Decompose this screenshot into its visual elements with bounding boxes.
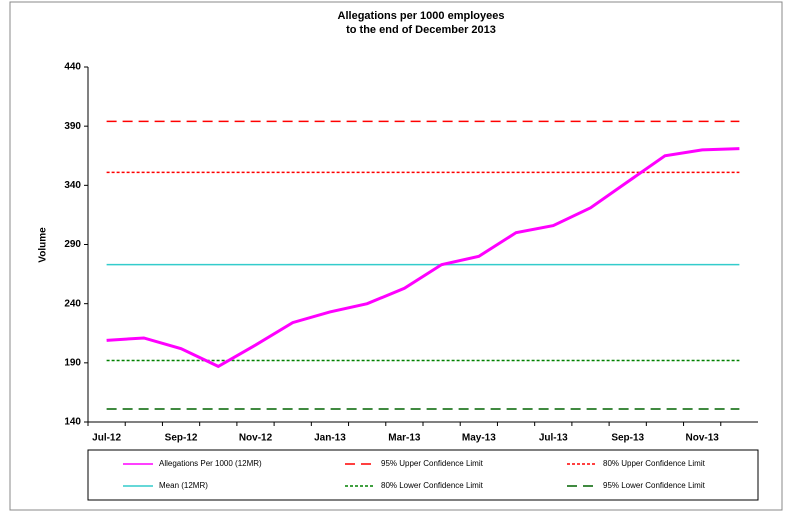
x-tick-label: Jan-13 [314, 433, 346, 444]
y-tick-label: 390 [64, 121, 81, 132]
chart-frame [9, 1, 783, 511]
legend-label: Mean (12MR) [159, 481, 208, 490]
legend-label: 80% Upper Confidence Limit [603, 459, 706, 468]
legend-label: 80% Lower Confidence Limit [381, 481, 484, 490]
x-tick-label: Sep-13 [611, 433, 644, 444]
y-axis-label: Volume [38, 227, 49, 263]
y-tick-label: 190 [64, 357, 81, 368]
y-tick-label: 290 [64, 239, 81, 250]
x-tick-label: Nov-12 [239, 433, 273, 444]
chart-title: Allegations per 1000 employees [338, 10, 505, 22]
series-line [106, 147, 740, 369]
x-tick-label: Sep-12 [165, 433, 198, 444]
y-tick-label: 340 [64, 180, 81, 191]
legend-label: 95% Upper Confidence Limit [381, 459, 484, 468]
chart-subtitle: to the end of December 2013 [346, 24, 496, 36]
x-tick-label: Jul-13 [539, 433, 568, 444]
legend-label: Allegations Per 1000 (12MR) [159, 459, 262, 468]
y-tick-label: 240 [64, 298, 81, 309]
x-tick-label: May-13 [462, 433, 496, 444]
y-tick-label: 440 [64, 62, 81, 73]
x-tick-label: Nov-13 [685, 433, 719, 444]
legend-label: 95% Lower Confidence Limit [603, 481, 706, 490]
y-tick-label: 140 [64, 417, 81, 428]
x-tick-label: Mar-13 [388, 433, 421, 444]
legend-frame [87, 449, 759, 501]
x-tick-label: Jul-12 [92, 433, 121, 444]
